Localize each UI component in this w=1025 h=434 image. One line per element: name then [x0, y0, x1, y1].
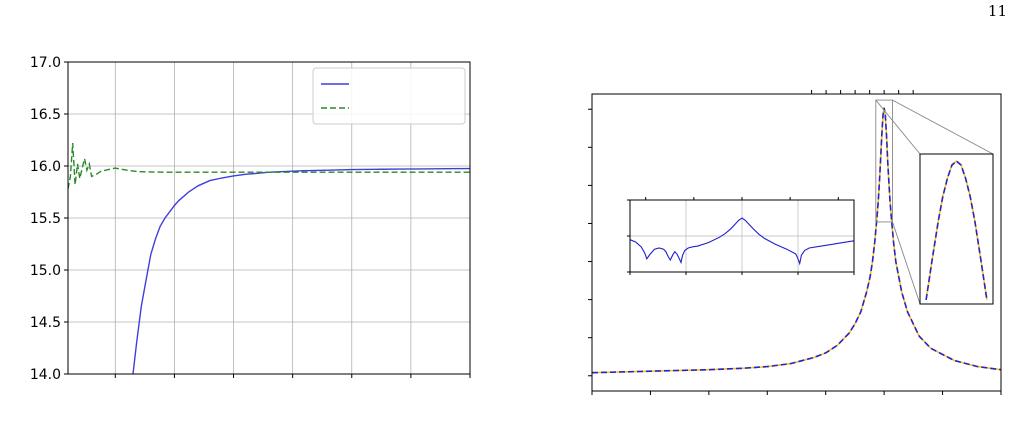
zoom-bg: [920, 154, 993, 304]
zoom-series-line-1: [925, 160, 988, 301]
y-tick-label: 16.0: [30, 159, 61, 175]
series-line-0: [132, 167, 470, 374]
series-line-1: [592, 107, 1001, 374]
right-chart: [588, 90, 1002, 395]
y-tick-label: 16.5: [30, 107, 61, 123]
relative-difference-inset: [627, 197, 855, 275]
zoom-connector-bottom: [892, 221, 921, 305]
zoom-connector-top: [892, 99, 994, 155]
y-tick-label: 14.5: [30, 315, 61, 331]
page-number: 11: [987, 2, 1007, 20]
plot-frame: [591, 93, 1002, 392]
y-tick-label: 15.0: [30, 263, 61, 279]
y-tick-label: 14.0: [30, 367, 61, 383]
inset-series-line-0: [630, 217, 854, 266]
zoom-connector-left: [875, 99, 921, 155]
y-tick-label: 15.5: [30, 211, 61, 227]
zoom-frame: [919, 153, 994, 305]
legend-box: [312, 67, 466, 125]
zoom-source-box: [875, 99, 893, 223]
series-line-1: [68, 143, 470, 190]
zoom-inset: [919, 153, 994, 305]
left-chart: 14.0 14.5 15.0 15.5 16.0 16.5 17.0: [30, 55, 471, 383]
y-tick-label: 17.0: [30, 55, 61, 71]
